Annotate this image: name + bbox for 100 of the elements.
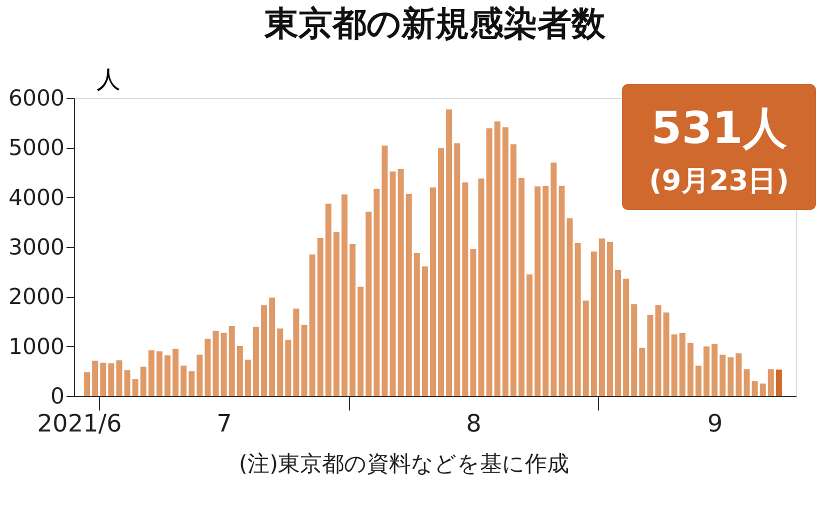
bar (712, 344, 718, 396)
bar (558, 186, 565, 396)
bar (333, 232, 340, 396)
bar (438, 148, 444, 396)
bar (382, 146, 388, 396)
bar (261, 305, 268, 396)
chart-title: 東京都の新規感染者数 (264, 4, 606, 44)
annotation: 531人 (651, 103, 787, 154)
bar (156, 351, 162, 396)
bar (671, 334, 678, 396)
bar (582, 300, 589, 396)
bar (446, 109, 452, 396)
y-tick-label: 2000 (8, 285, 64, 310)
bar (422, 266, 428, 396)
bar (760, 384, 766, 396)
bar (366, 212, 372, 396)
bar (180, 366, 187, 396)
y-tick-label: 5000 (8, 136, 64, 162)
bar (590, 251, 597, 396)
bar (478, 178, 484, 396)
bar (398, 169, 404, 396)
bar (430, 187, 436, 396)
bar (92, 360, 98, 396)
bar (615, 270, 622, 396)
bar (462, 182, 468, 396)
bar (341, 194, 348, 396)
bar (655, 305, 662, 396)
y-tick-label: 4000 (8, 186, 64, 211)
bar (663, 312, 670, 396)
bar (108, 363, 114, 396)
bar (84, 372, 90, 396)
bar (196, 354, 203, 396)
text: (注)東京都の資料などを基に作成 (238, 452, 570, 477)
bar (534, 186, 541, 396)
bar (454, 143, 460, 396)
bar (301, 324, 308, 396)
x-tick-label: 8 (466, 410, 482, 438)
bar (204, 338, 211, 396)
bar (470, 248, 476, 396)
bar (502, 127, 508, 396)
bar (736, 353, 742, 396)
bar (100, 362, 106, 396)
bar (350, 244, 356, 396)
bar (140, 366, 146, 396)
bar (124, 370, 130, 396)
bar (606, 242, 613, 396)
bar (390, 172, 396, 396)
bar (212, 330, 219, 396)
bar (550, 162, 557, 396)
bar (406, 194, 412, 396)
y-tick-label: 1000 (8, 334, 64, 360)
bar (598, 238, 605, 396)
bar (244, 360, 251, 396)
bar (752, 381, 758, 396)
x-tick-label: 9 (707, 410, 723, 438)
bar (486, 128, 492, 396)
bar (631, 304, 638, 396)
bar (768, 369, 774, 396)
bar (220, 332, 227, 396)
bar (695, 366, 702, 396)
annotation: (9月23日) (648, 164, 790, 197)
bar (317, 238, 324, 396)
y-tick-label: 0 (50, 384, 64, 410)
bar (285, 340, 292, 396)
x-tick-label: 2021/6 (37, 410, 122, 438)
bar (309, 254, 316, 396)
bar (687, 342, 694, 396)
bar (164, 355, 170, 396)
bar (172, 348, 179, 396)
bar (623, 278, 630, 396)
y-axis-title: 人 (96, 66, 120, 94)
bar (744, 369, 750, 396)
bar (518, 178, 524, 396)
bar (116, 360, 122, 396)
bar (269, 298, 276, 396)
bar (510, 144, 516, 396)
bar (374, 188, 380, 396)
bar (228, 326, 235, 396)
bar (720, 354, 726, 396)
bar (679, 332, 686, 396)
bar (647, 315, 654, 396)
y-tick-label: 3000 (8, 236, 64, 260)
bar (236, 346, 243, 396)
bar (325, 204, 332, 396)
bar (277, 328, 284, 396)
x-tick-label: 7 (216, 410, 232, 438)
bar (776, 370, 782, 396)
bar (414, 252, 420, 396)
bar (293, 308, 300, 396)
bar (132, 379, 138, 396)
bar (252, 326, 259, 396)
bar (566, 218, 573, 396)
y-tick-label: 6000 (8, 86, 64, 112)
bar (728, 357, 734, 396)
bar (188, 371, 195, 396)
bar (574, 243, 581, 396)
bar (704, 346, 710, 396)
bar (494, 121, 500, 396)
bar (148, 350, 154, 396)
bar (639, 348, 646, 396)
